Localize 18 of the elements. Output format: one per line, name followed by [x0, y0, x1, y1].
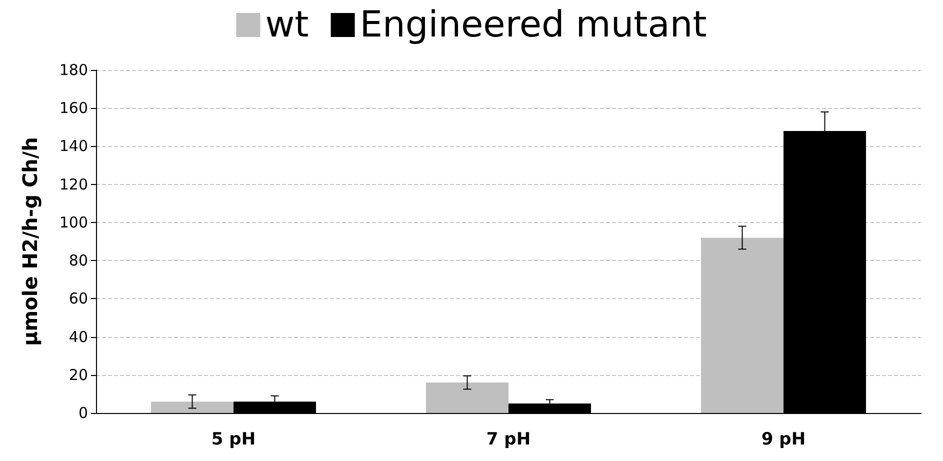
- legend-label: Engineered mutant: [360, 4, 707, 46]
- x-tick-label: 7 pH: [486, 430, 531, 450]
- y-tick-label: 0: [78, 404, 88, 422]
- y-tick-label: 40: [68, 328, 88, 346]
- x-tick-label: 9 pH: [761, 430, 806, 450]
- y-tick-label: 180: [59, 61, 88, 79]
- legend-label: wt: [265, 4, 309, 46]
- y-tick-label: 160: [59, 99, 88, 118]
- y-tick-label: 100: [59, 213, 88, 232]
- y-axis-title: µmole H2/h-g Ch/h: [18, 137, 42, 346]
- y-tick-label: 120: [59, 175, 88, 194]
- bar: [151, 402, 234, 413]
- y-tick-label: 60: [68, 290, 88, 308]
- y-tick-label: 20: [68, 366, 88, 384]
- y-tick-label: 80: [68, 252, 88, 270]
- x-tick-label: 5 pH: [211, 430, 256, 450]
- y-tick-label: 140: [59, 137, 88, 156]
- bar: [426, 382, 508, 413]
